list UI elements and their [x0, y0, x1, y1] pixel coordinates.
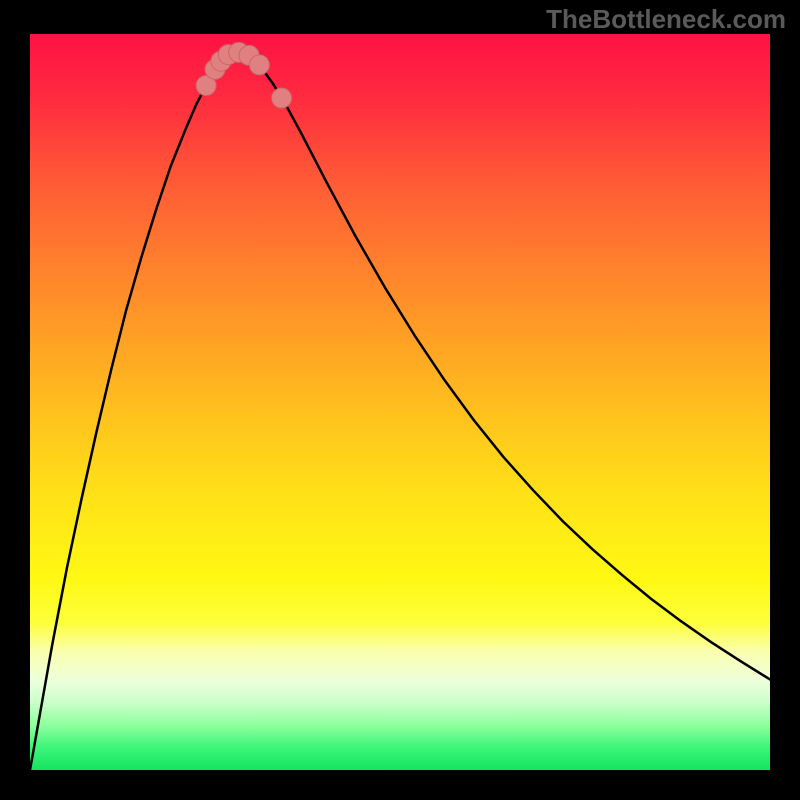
plot-gradient-area — [30, 34, 770, 770]
watermark-text: TheBottleneck.com — [546, 4, 786, 35]
